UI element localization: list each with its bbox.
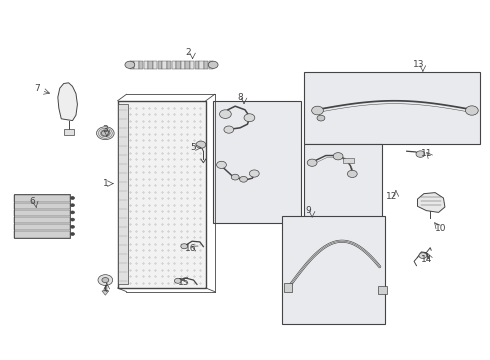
Circle shape (240, 176, 247, 182)
Bar (284, 283, 292, 292)
Text: 8: 8 (237, 93, 243, 102)
Circle shape (174, 278, 181, 283)
Bar (304, 72, 480, 144)
Bar (199, 61, 204, 69)
Text: 5: 5 (191, 143, 196, 152)
Bar (378, 286, 387, 294)
Bar (213, 101, 301, 223)
Circle shape (181, 244, 188, 249)
Bar (304, 144, 382, 223)
Text: 6: 6 (29, 197, 35, 206)
Bar (167, 61, 171, 69)
Text: 4: 4 (102, 285, 108, 294)
Text: 7: 7 (34, 84, 40, 93)
Text: 9: 9 (306, 206, 312, 215)
Polygon shape (58, 83, 77, 121)
Bar (139, 61, 144, 69)
Bar (14, 203, 70, 209)
Circle shape (102, 278, 109, 283)
Circle shape (307, 159, 317, 166)
Circle shape (317, 115, 325, 121)
Text: 10: 10 (435, 224, 447, 233)
Bar (204, 61, 208, 69)
Bar (181, 61, 185, 69)
Circle shape (71, 197, 74, 199)
Circle shape (231, 174, 239, 180)
Bar (118, 104, 128, 284)
Bar (343, 158, 354, 163)
Bar (282, 216, 385, 324)
Circle shape (347, 170, 357, 177)
Text: 16: 16 (185, 244, 197, 253)
Circle shape (208, 61, 218, 68)
Bar (14, 194, 70, 238)
Polygon shape (417, 193, 445, 212)
Text: 1: 1 (102, 179, 108, 188)
Circle shape (71, 204, 74, 207)
Bar (158, 61, 162, 69)
Polygon shape (102, 291, 109, 295)
Bar (148, 61, 153, 69)
Circle shape (71, 233, 74, 235)
Bar (185, 61, 190, 69)
Circle shape (217, 161, 226, 168)
Bar (64, 129, 74, 135)
Text: 11: 11 (420, 149, 432, 158)
Circle shape (71, 225, 74, 228)
Circle shape (244, 114, 255, 122)
Circle shape (249, 170, 259, 177)
Bar (118, 101, 206, 288)
Bar (14, 231, 70, 238)
Circle shape (98, 275, 113, 285)
Circle shape (416, 151, 425, 157)
Bar (176, 61, 180, 69)
Bar (14, 224, 70, 230)
Text: 2: 2 (186, 48, 192, 57)
Circle shape (220, 110, 231, 118)
Text: 13: 13 (413, 60, 425, 69)
Bar (14, 210, 70, 216)
Circle shape (71, 211, 74, 214)
Circle shape (125, 61, 135, 68)
Circle shape (224, 126, 234, 133)
Circle shape (71, 218, 74, 221)
Circle shape (101, 130, 109, 136)
Text: 14: 14 (420, 255, 432, 264)
Bar (130, 61, 134, 69)
Circle shape (419, 253, 427, 258)
Bar (195, 61, 199, 69)
Bar (14, 195, 70, 202)
Text: 3: 3 (102, 125, 108, 134)
Text: 12: 12 (386, 192, 398, 201)
Circle shape (196, 141, 206, 148)
Bar (162, 61, 167, 69)
Circle shape (97, 127, 114, 140)
Bar (134, 61, 139, 69)
Circle shape (466, 106, 478, 115)
Bar (14, 217, 70, 223)
Bar (190, 61, 195, 69)
Circle shape (312, 106, 323, 115)
Bar (209, 61, 213, 69)
Bar (153, 61, 157, 69)
Text: 15: 15 (178, 278, 190, 287)
Bar (144, 61, 148, 69)
Circle shape (333, 153, 343, 160)
Bar (172, 61, 176, 69)
